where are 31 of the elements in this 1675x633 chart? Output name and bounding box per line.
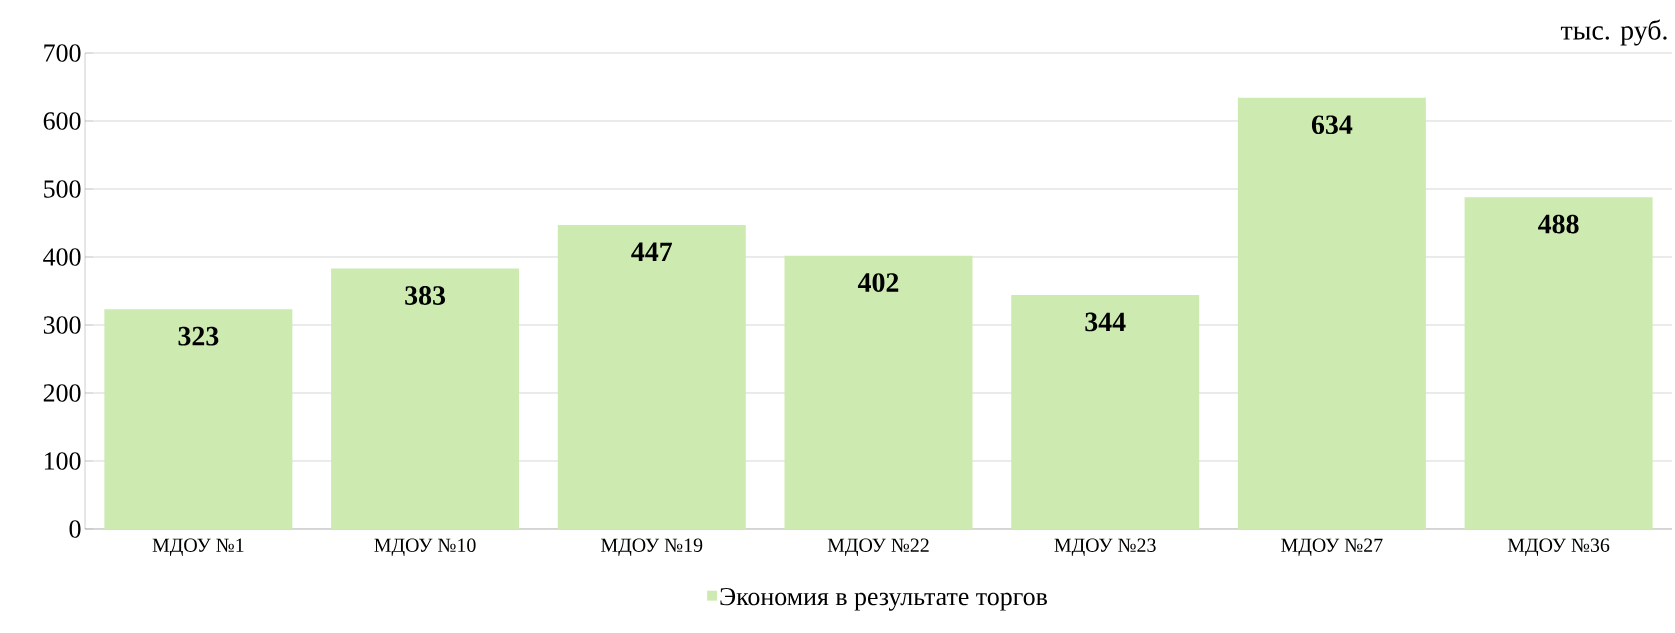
bar xyxy=(784,255,973,529)
data-label: 447 xyxy=(631,242,673,261)
x-tick-label: МДОУ №1 xyxy=(152,538,244,556)
data-label: 383 xyxy=(405,286,446,305)
y-tick-label: 200 xyxy=(43,384,81,402)
legend-label: Экономия в результате торгов xyxy=(720,587,1047,611)
bar xyxy=(1237,97,1426,529)
data-label: 344 xyxy=(1085,312,1126,332)
y-tick-label: 500 xyxy=(44,180,81,198)
y-tick-label: 300 xyxy=(43,316,81,334)
bar xyxy=(104,309,293,529)
x-tick-label: МДОУ №27 xyxy=(1281,538,1383,556)
x-tick-label: МДОУ №22 xyxy=(827,538,929,556)
data-label: 634 xyxy=(1311,115,1353,135)
x-tick-label: МДОУ №23 xyxy=(1054,538,1156,556)
y-tick-label: 600 xyxy=(43,112,81,130)
y-tick-label: 700 xyxy=(44,44,81,62)
bar xyxy=(331,268,520,529)
y-tick-label: 0 xyxy=(69,520,81,538)
x-tick-label: МДОУ №10 xyxy=(374,538,476,556)
bar xyxy=(1011,295,1200,529)
bar xyxy=(557,225,746,529)
y-tick-label: 400 xyxy=(43,248,81,266)
bar xyxy=(1464,197,1653,529)
data-label: 323 xyxy=(178,326,219,346)
x-tick-label: МДОУ №19 xyxy=(601,538,703,556)
data-label: 402 xyxy=(857,273,899,292)
x-tick-label: МДОУ №36 xyxy=(1507,538,1610,556)
y-tick-label: 100 xyxy=(44,452,81,470)
data-label: 488 xyxy=(1538,214,1579,234)
y-axis-title: тыс. руб. xyxy=(1560,19,1667,46)
